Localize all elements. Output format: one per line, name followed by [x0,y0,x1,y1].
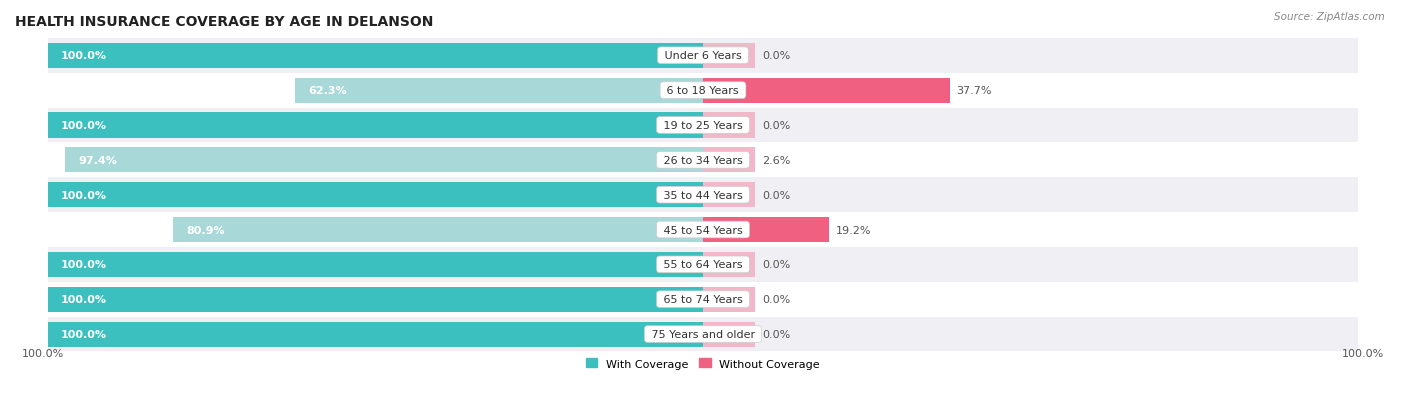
Bar [48,252,703,277]
Bar [703,78,950,103]
Bar [703,183,755,208]
Text: 100.0%: 100.0% [60,329,107,339]
Bar [48,183,703,208]
Text: 62.3%: 62.3% [308,86,346,96]
Text: 19.2%: 19.2% [835,225,870,235]
Text: 0.0%: 0.0% [762,190,790,200]
Bar [173,217,703,242]
Bar [48,247,1358,282]
Text: 100.0%: 100.0% [1343,349,1385,358]
Legend: With Coverage, Without Coverage: With Coverage, Without Coverage [582,354,824,373]
Text: 0.0%: 0.0% [762,51,790,61]
Text: 0.0%: 0.0% [762,260,790,270]
Text: 2.6%: 2.6% [762,155,790,166]
Text: 0.0%: 0.0% [762,329,790,339]
Bar [703,44,755,69]
Bar [48,282,1358,317]
Bar [48,178,1358,213]
Bar [703,148,755,173]
Bar [48,113,703,138]
Text: 55 to 64 Years: 55 to 64 Years [659,260,747,270]
Text: 80.9%: 80.9% [186,225,225,235]
Bar [703,322,755,347]
Text: 6 to 18 Years: 6 to 18 Years [664,86,742,96]
Text: 26 to 34 Years: 26 to 34 Years [659,155,747,166]
Bar [703,252,755,277]
Text: 0.0%: 0.0% [762,121,790,131]
Text: 97.4%: 97.4% [77,155,117,166]
Bar [48,39,1358,74]
Bar [48,74,1358,108]
Bar [295,78,703,103]
Bar [48,213,1358,247]
Text: 19 to 25 Years: 19 to 25 Years [659,121,747,131]
Text: 100.0%: 100.0% [21,349,63,358]
Text: 37.7%: 37.7% [956,86,993,96]
Text: 0.0%: 0.0% [762,294,790,304]
Text: 100.0%: 100.0% [60,294,107,304]
Text: HEALTH INSURANCE COVERAGE BY AGE IN DELANSON: HEALTH INSURANCE COVERAGE BY AGE IN DELA… [15,15,433,29]
Bar [65,148,703,173]
Text: 75 Years and older: 75 Years and older [648,329,758,339]
Text: 100.0%: 100.0% [60,121,107,131]
Text: 45 to 54 Years: 45 to 54 Years [659,225,747,235]
Bar [48,287,703,312]
Bar [703,287,755,312]
Text: 65 to 74 Years: 65 to 74 Years [659,294,747,304]
Bar [703,113,755,138]
Text: 100.0%: 100.0% [60,51,107,61]
Bar [48,143,1358,178]
Bar [48,317,1358,351]
Bar [48,44,703,69]
Text: 35 to 44 Years: 35 to 44 Years [659,190,747,200]
Text: Under 6 Years: Under 6 Years [661,51,745,61]
Bar [703,217,828,242]
Bar [48,108,1358,143]
Text: 100.0%: 100.0% [60,260,107,270]
Text: 100.0%: 100.0% [60,190,107,200]
Text: Source: ZipAtlas.com: Source: ZipAtlas.com [1274,12,1385,22]
Bar [48,322,703,347]
